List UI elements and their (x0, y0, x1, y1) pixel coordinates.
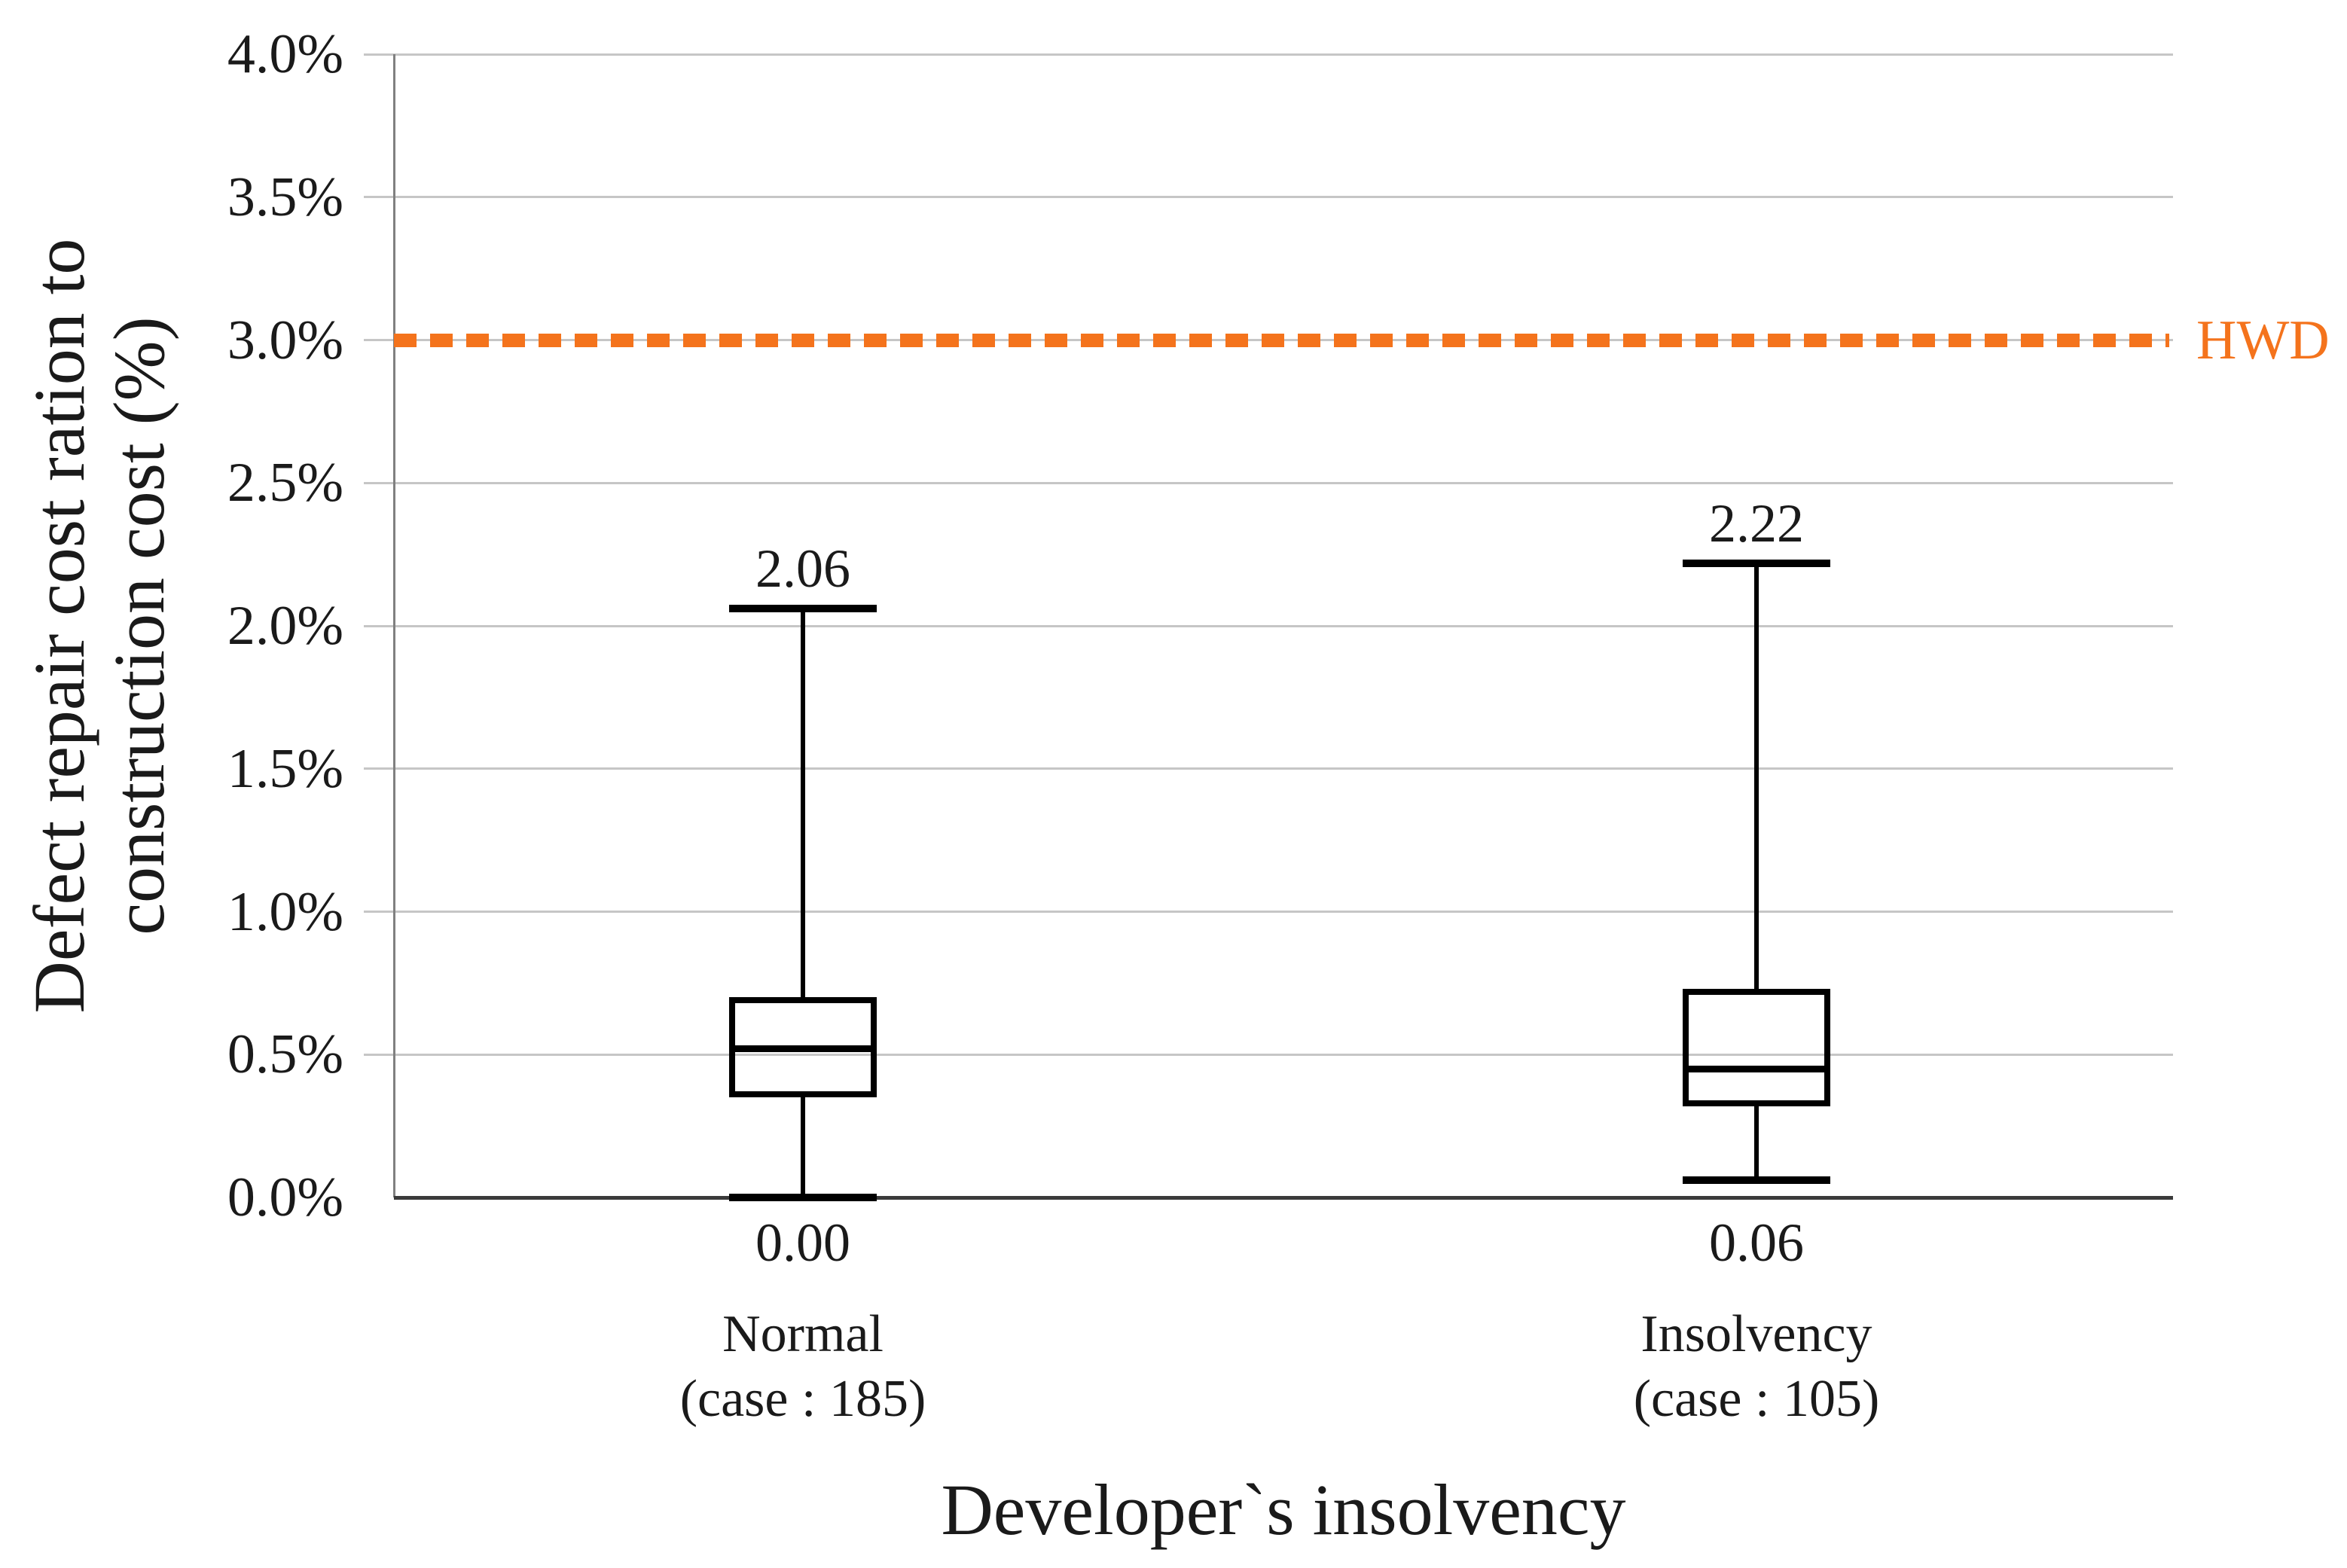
category-case-label: (case : 105) (1633, 1370, 1880, 1428)
box-whisker-upper (801, 609, 805, 997)
box-median (729, 1045, 877, 1052)
y-gridline (364, 911, 2173, 913)
whisker-max-label: 2.22 (1709, 493, 1804, 554)
y-gridline (364, 625, 2173, 627)
box-median (1683, 1066, 1830, 1072)
hwd-reference-line (394, 334, 2169, 347)
box-cap-lower (1683, 1176, 1830, 1184)
box-cap-lower (729, 1194, 877, 1201)
y-tick-label: 2.0% (227, 595, 343, 657)
whisker-max-label: 2.06 (755, 538, 850, 599)
y-gridline (364, 482, 2173, 484)
box-whisker-upper (1754, 563, 1759, 989)
category-case-label: (case : 185) (679, 1370, 926, 1428)
y-gridline (364, 53, 2173, 56)
category-label: Normal (722, 1305, 884, 1363)
y-tick-label: 2.5% (227, 452, 343, 514)
category-label: Insolvency (1640, 1305, 1872, 1363)
box-whisker-lower (801, 1097, 805, 1197)
x-axis-title: Developer`s insolvency (941, 1469, 1626, 1550)
y-tick-label: 3.5% (227, 166, 343, 228)
box-body (1683, 989, 1830, 1106)
y-gridline (364, 196, 2173, 198)
y-axis-title-line-1: Defect repair cost ration to (19, 238, 99, 1014)
whisker-min-label: 0.06 (1709, 1213, 1804, 1273)
y-tick-label: 0.0% (227, 1167, 343, 1228)
y-gridline (364, 767, 2173, 770)
y-tick-label: 1.0% (227, 881, 343, 943)
y-axis-line (393, 54, 395, 1197)
y-gridline (364, 1054, 2173, 1056)
box-cap-upper (1683, 560, 1830, 567)
y-tick-label: 4.0% (227, 23, 343, 85)
x-axis-line (394, 1196, 2173, 1200)
y-tick-label: 1.5% (227, 738, 343, 800)
box-cap-upper (729, 605, 877, 612)
hwd-label: HWD (2196, 310, 2330, 371)
y-tick-label: 0.5% (227, 1023, 343, 1085)
box-whisker-lower (1754, 1106, 1759, 1181)
whisker-min-label: 0.00 (755, 1213, 850, 1273)
y-axis-title-line-2: construction cost (%) (99, 316, 179, 935)
y-tick-label: 3.0% (227, 310, 343, 371)
